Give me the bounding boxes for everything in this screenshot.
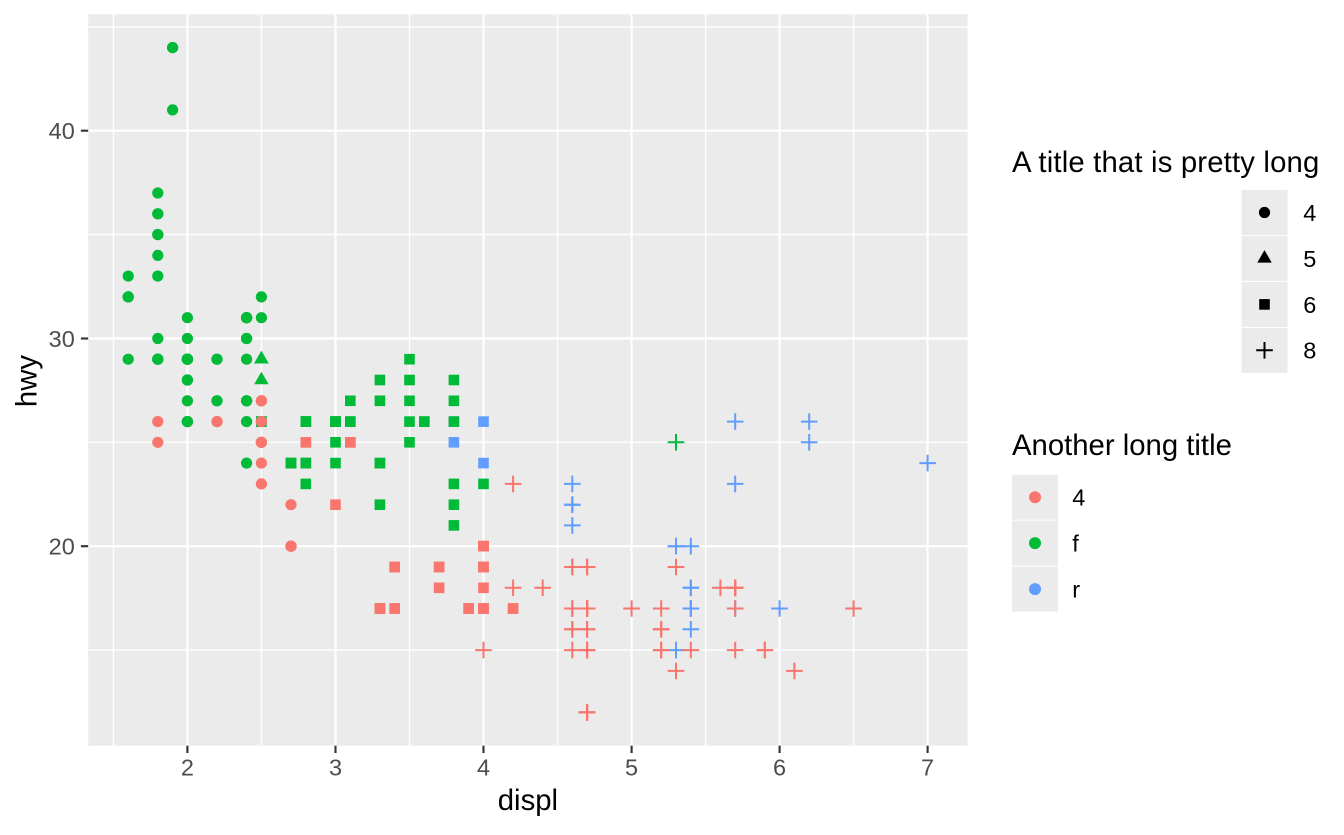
svg-text:displ: displ	[498, 784, 558, 817]
svg-text:4: 4	[477, 755, 490, 781]
svg-text:5: 5	[1303, 246, 1316, 272]
svg-text:Another long title: Another long title	[1012, 429, 1232, 462]
svg-text:40: 40	[49, 118, 75, 144]
svg-text:6: 6	[773, 755, 786, 781]
svg-text:6: 6	[1303, 292, 1316, 318]
svg-text:8: 8	[1303, 338, 1316, 364]
svg-text:2: 2	[181, 755, 194, 781]
svg-text:r: r	[1072, 577, 1080, 603]
svg-text:4: 4	[1303, 200, 1316, 226]
svg-text:5: 5	[625, 755, 638, 781]
svg-text:7: 7	[921, 755, 934, 781]
svg-text:hwy: hwy	[10, 355, 43, 407]
svg-text:f: f	[1072, 531, 1079, 557]
svg-text:A title that is pretty long: A title that is pretty long	[1012, 146, 1320, 179]
svg-text:20: 20	[49, 534, 75, 560]
svg-text:3: 3	[329, 755, 342, 781]
svg-text:30: 30	[49, 326, 75, 352]
svg-text:4: 4	[1072, 485, 1085, 511]
